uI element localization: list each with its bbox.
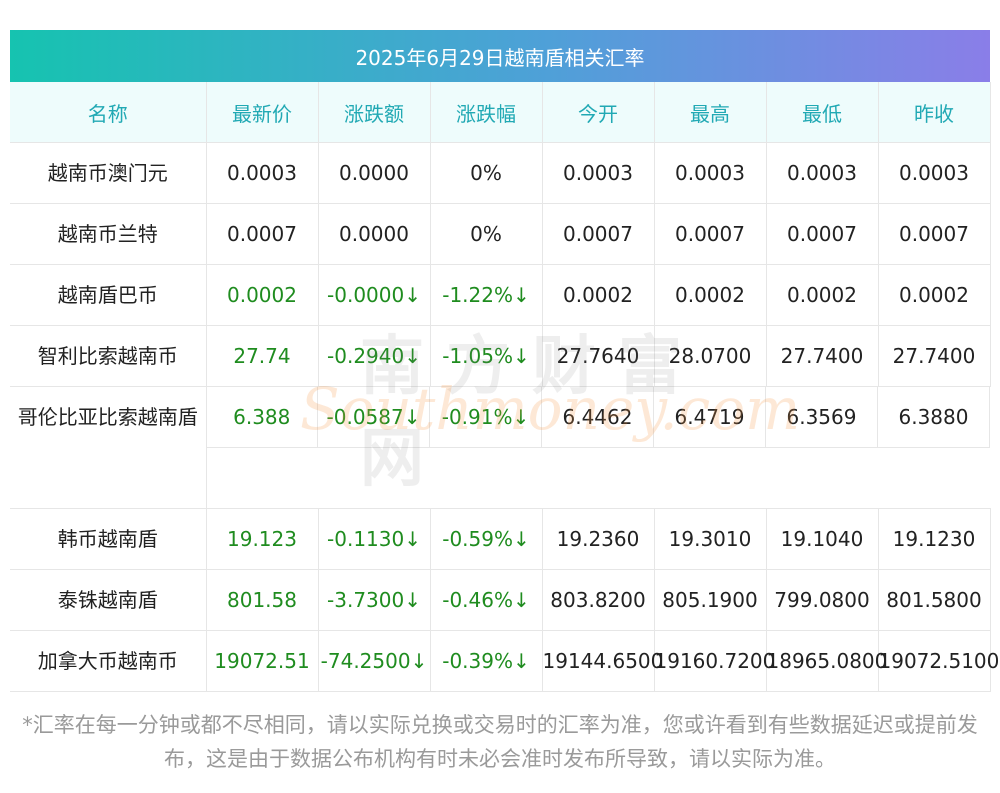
cell-high: 0.0002: [654, 264, 767, 326]
cell-last-price: 0.0003: [206, 142, 319, 204]
cell-change: -0.0000↓: [318, 264, 431, 326]
cell-prev-close: 0.0007: [878, 203, 991, 265]
cell-change-pct: -1.22%↓: [430, 264, 543, 326]
cell-open: 0.0003: [542, 142, 655, 204]
cell-change: -0.0587↓: [318, 386, 430, 509]
cell-change-pct: -1.05%↓: [430, 325, 543, 387]
cell-name: 泰铢越南盾: [10, 569, 207, 631]
cell-last-price: 27.74: [206, 325, 319, 387]
cell-value: -0.0587↓: [318, 387, 430, 448]
cell-change-pct: -0.59%↓: [430, 508, 543, 570]
cell-low: 799.0800: [766, 569, 879, 631]
cell-value: 6.4462: [542, 387, 654, 448]
cell-prev-close: 19072.5100: [878, 630, 999, 692]
cell-name: 哥伦比亚比索越南盾: [10, 386, 207, 509]
cell-high: 19160.7200: [654, 630, 775, 692]
cell-name: 加拿大币越南币: [10, 630, 207, 692]
table-row: 智利比索越南币 27.74 -0.2940↓ -1.05%↓ 27.7640 28.070…: [10, 325, 991, 387]
cell-last-price: 0.0002: [206, 264, 319, 326]
header-change: 涨跌额: [318, 82, 431, 143]
cell-change: -74.2500↓: [318, 630, 431, 692]
cell-low: 0.0003: [766, 142, 879, 204]
cell-high: 19.3010: [654, 508, 767, 570]
cell-prev-close: 6.3880: [878, 386, 990, 509]
cell-last-price: 801.58: [206, 569, 319, 631]
cell-name: 越南币澳门元: [10, 142, 207, 204]
cell-change-pct: 0%: [430, 142, 543, 204]
cell-change-pct: 0%: [430, 203, 543, 265]
cell-high: 0.0007: [654, 203, 767, 265]
cell-prev-close: 801.5800: [878, 569, 991, 631]
table-row: 越南币澳门元 0.0003 0.0000 0% 0.0003 0.0003 0.0003 0.…: [10, 142, 991, 204]
cell-change: -0.1130↓: [318, 508, 431, 570]
cell-last-price: 6.388: [206, 386, 318, 509]
cell-low: 0.0007: [766, 203, 879, 265]
cell-open: 19.2360: [542, 508, 655, 570]
cell-low: 19.1040: [766, 508, 879, 570]
cell-open: 0.0002: [542, 264, 655, 326]
cell-high: 28.0700: [654, 325, 767, 387]
header-name: 名称: [10, 82, 207, 143]
cell-prev-close: 0.0003: [878, 142, 991, 204]
cell-name: 越南盾巴币: [10, 264, 207, 326]
header-high: 最高: [654, 82, 767, 143]
cell-low: 6.3569: [766, 386, 878, 509]
cell-high: 6.4719: [654, 386, 766, 509]
cell-change: -3.7300↓: [318, 569, 431, 631]
cell-change-pct: -0.46%↓: [430, 569, 543, 631]
cell-low: 18965.0800: [766, 630, 887, 692]
cell-change-pct: -0.39%↓: [430, 630, 543, 692]
cell-change: 0.0000: [318, 142, 431, 204]
cell-prev-close: 0.0002: [878, 264, 991, 326]
table-row: 越南盾巴币 0.0002 -0.0000↓ -1.22%↓ 0.0002 0.0002 0.…: [10, 264, 991, 326]
cell-high: 0.0003: [654, 142, 767, 204]
cell-name: 越南币兰特: [10, 203, 207, 265]
cell-open: 803.8200: [542, 569, 655, 631]
table-row: 哥伦比亚比索越南盾 6.388 -0.0587↓ -0.91%↓ 6.4462 6.471…: [10, 386, 990, 509]
cell-high: 805.1900: [654, 569, 767, 631]
cell-name: 韩币越南盾: [10, 508, 207, 570]
cell-last-price: 0.0007: [206, 203, 319, 265]
cell-open: 0.0007: [542, 203, 655, 265]
footnote: *汇率在每一分钟或都不尽相同，请以实际兑换或交易时的汇率为准，您或许看到有些数据…: [22, 713, 978, 771]
cell-change-pct: -0.91%↓: [430, 386, 542, 509]
header-low: 最低: [766, 82, 879, 143]
cell-value: 6.3569: [766, 387, 878, 448]
table-title: 2025年6月29日越南盾相关汇率: [10, 30, 990, 82]
table-row: 加拿大币越南币 19072.51 -74.2500↓ -0.39%↓ 19144.650…: [10, 630, 999, 692]
exchange-rate-table: 名称 最新价 涨跌额 涨跌幅 今开 最高 最低 昨收 越南币澳门元 0.0003 0…: [10, 82, 999, 692]
table-header-row: 名称 最新价 涨跌额 涨跌幅 今开 最高 最低 昨收: [10, 82, 991, 143]
table-row: 韩币越南盾 19.123 -0.1130↓ -0.59%↓ 19.2360 19.3010…: [10, 508, 991, 570]
cell-low: 27.7400: [766, 325, 879, 387]
cell-last-price: 19.123: [206, 508, 319, 570]
cell-value: 6.4719: [654, 387, 766, 448]
cell-prev-close: 19.1230: [878, 508, 991, 570]
table-row: 泰铢越南盾 801.58 -3.7300↓ -0.46%↓ 803.8200 805.19…: [10, 569, 991, 631]
cell-open: 19144.6500: [542, 630, 663, 692]
cell-value: -0.91%↓: [430, 387, 542, 448]
cell-change: 0.0000: [318, 203, 431, 265]
cell-value: 6.388: [206, 387, 318, 448]
cell-last-price: 19072.51: [206, 630, 319, 692]
cell-open: 6.4462: [542, 386, 654, 509]
header-change-pct: 涨跌幅: [430, 82, 543, 143]
cell-name: 智利比索越南币: [10, 325, 207, 387]
cell-prev-close: 27.7400: [878, 325, 991, 387]
header-last: 最新价: [206, 82, 319, 143]
header-prev-close: 昨收: [878, 82, 991, 143]
table-row: 越南币兰特 0.0007 0.0000 0% 0.0007 0.0007 0.0007 0.0…: [10, 203, 991, 265]
cell-change: -0.2940↓: [318, 325, 431, 387]
cell-value: 6.3880: [878, 387, 990, 448]
cell-open: 27.7640: [542, 325, 655, 387]
cell-low: 0.0002: [766, 264, 879, 326]
header-open: 今开: [542, 82, 655, 143]
